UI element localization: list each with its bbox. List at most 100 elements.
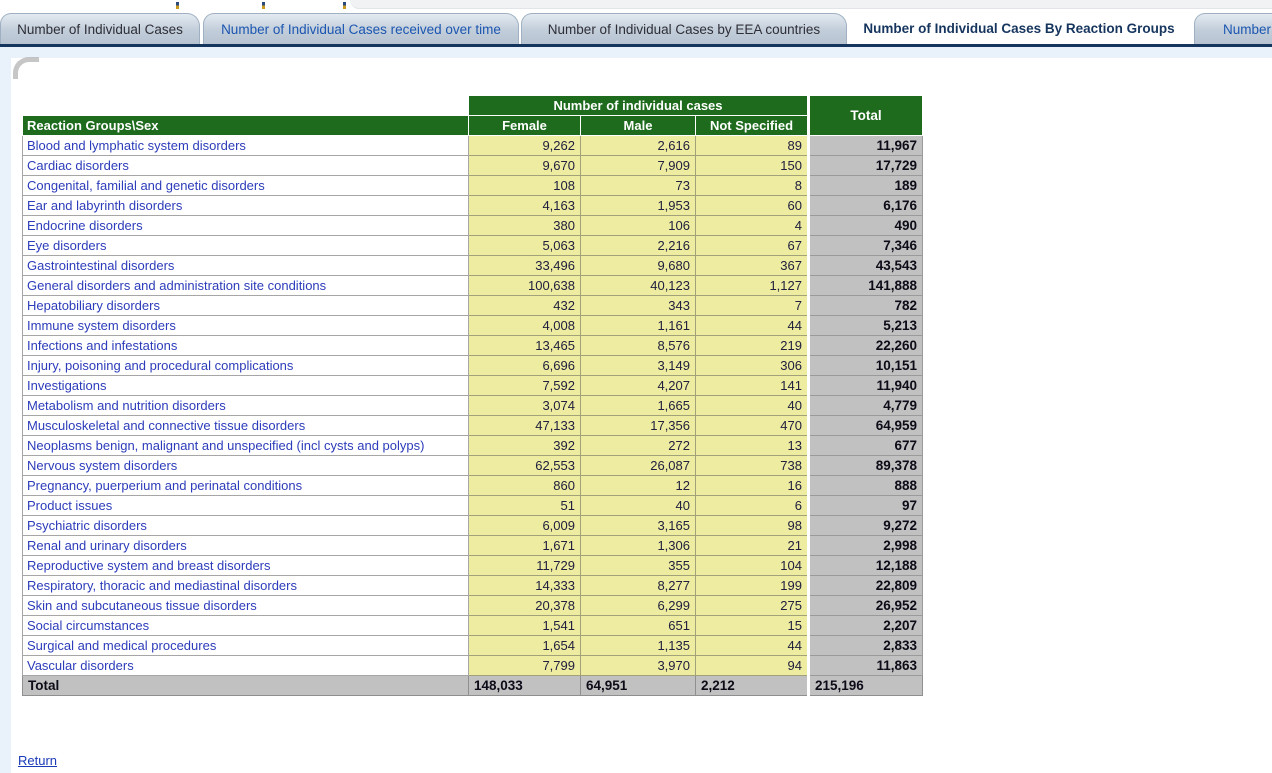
table-row: Infections and infestations 13,465 8,576… <box>22 335 923 356</box>
cell-value: 392 <box>468 435 581 456</box>
cell-total: 17,729 <box>807 155 923 176</box>
cell-value: 380 <box>468 215 581 236</box>
cell-value: 9,262 <box>468 135 581 156</box>
cell-total: 11,940 <box>807 375 923 396</box>
row-label[interactable]: Endocrine disorders <box>22 215 469 236</box>
cell-total: 97 <box>807 495 923 516</box>
cell-total: 12,188 <box>807 555 923 576</box>
total-column-header: Total <box>807 95 923 136</box>
tab-bar-underline <box>0 44 1272 47</box>
cell-value: 104 <box>695 555 809 576</box>
row-label[interactable]: Skin and subcutaneous tissue disorders <box>22 595 469 616</box>
row-label[interactable]: Neoplasms benign, malignant and unspecif… <box>22 435 469 456</box>
table-row: Social circumstances 1,541 651 15 2,207 <box>22 615 923 636</box>
row-label[interactable]: Congenital, familial and genetic disorde… <box>22 175 469 196</box>
table-row: Injury, poisoning and procedural complic… <box>22 355 923 376</box>
table-row: Gastrointestinal disorders 33,496 9,680 … <box>22 255 923 276</box>
cell-value: 8,576 <box>580 335 696 356</box>
cell-value: 73 <box>580 175 696 196</box>
cell-value: 1,161 <box>580 315 696 336</box>
row-label[interactable]: Hepatobiliary disorders <box>22 295 469 316</box>
cell-value: 21 <box>695 535 809 556</box>
table-row: Psychiatric disorders 6,009 3,165 98 9,2… <box>22 515 923 536</box>
cell-value: 1,671 <box>468 535 581 556</box>
row-label[interactable]: Gastrointestinal disorders <box>22 255 469 276</box>
row-label[interactable]: Reproductive system and breast disorders <box>22 555 469 576</box>
tab-label: Number of Individual Cases <box>17 21 183 37</box>
row-label[interactable]: Investigations <box>22 375 469 396</box>
tab-label: Number of Individual Cases received over… <box>221 21 501 37</box>
row-label[interactable]: Surgical and medical procedures <box>22 635 469 656</box>
cell-value: 1,665 <box>580 395 696 416</box>
cell-value: 367 <box>695 255 809 276</box>
cell-value: 7,909 <box>580 155 696 176</box>
row-label[interactable]: Respiratory, thoracic and mediastinal di… <box>22 575 469 596</box>
row-label[interactable]: Injury, poisoning and procedural complic… <box>22 355 469 376</box>
cell-value: 7,799 <box>468 655 581 676</box>
row-label[interactable]: Pregnancy, puerperium and perinatal cond… <box>22 475 469 496</box>
cell-value: 3,074 <box>468 395 581 416</box>
row-label[interactable]: Musculoskeletal and connective tissue di… <box>22 415 469 436</box>
cell-value: 355 <box>580 555 696 576</box>
tab-2[interactable]: Number of Individual Cases received over… <box>203 13 519 44</box>
tab-5[interactable]: Number of <box>1194 13 1272 44</box>
row-label[interactable]: Metabolism and nutrition disorders <box>22 395 469 416</box>
column-header-not-specified: Not Specified <box>695 115 809 136</box>
panel-corner-decoration <box>13 57 39 79</box>
header-spacer-cell <box>22 95 469 116</box>
row-label[interactable]: Cardiac disorders <box>22 155 469 176</box>
row-label[interactable]: Eye disorders <box>22 235 469 256</box>
artifact-mark <box>176 2 179 9</box>
row-label[interactable]: Psychiatric disorders <box>22 515 469 536</box>
row-label[interactable]: Immune system disorders <box>22 315 469 336</box>
cell-value: 3,970 <box>580 655 696 676</box>
cell-value: 1,654 <box>468 635 581 656</box>
row-label[interactable]: Product issues <box>22 495 469 516</box>
cell-value: 44 <box>695 635 809 656</box>
table-row: Product issues 51 40 6 97 <box>22 495 923 516</box>
cell-value: 306 <box>695 355 809 376</box>
tab-4[interactable]: Number of Individual Cases By Reaction G… <box>849 13 1189 44</box>
row-label[interactable]: Vascular disorders <box>22 655 469 676</box>
return-link[interactable]: Return <box>18 753 58 768</box>
row-label[interactable]: Nervous system disorders <box>22 455 469 476</box>
reaction-groups-table: Number of individual cases Total Reactio… <box>22 95 923 696</box>
tab-label: Number of Individual Cases by EEA countr… <box>547 21 821 37</box>
tab-label: Number of Individual Cases By Reaction G… <box>863 21 1175 36</box>
cell-value: 4 <box>695 215 809 236</box>
cell-value: 141 <box>695 375 809 396</box>
cell-value: 9,680 <box>580 255 696 276</box>
table-row: Blood and lymphatic system disorders 9,2… <box>22 135 923 156</box>
totals-not-specified: 2,212 <box>695 675 809 696</box>
row-label[interactable]: Ear and labyrinth disorders <box>22 195 469 216</box>
totals-row: Total 148,033 64,951 2,212 215,196 <box>22 675 923 696</box>
row-label[interactable]: Social circumstances <box>22 615 469 636</box>
cell-total: 189 <box>807 175 923 196</box>
table-row: Surgical and medical procedures 1,654 1,… <box>22 635 923 656</box>
row-label[interactable]: Infections and infestations <box>22 335 469 356</box>
column-header-female: Female <box>468 115 581 136</box>
tab-1[interactable]: Number of Individual Cases <box>0 13 200 44</box>
table-row: Vascular disorders 7,799 3,970 94 11,863 <box>22 655 923 676</box>
tab-3[interactable]: Number of Individual Cases by EEA countr… <box>521 13 847 44</box>
cell-value: 7 <box>695 295 809 316</box>
row-label[interactable]: Blood and lymphatic system disorders <box>22 135 469 156</box>
cell-value: 16 <box>695 475 809 496</box>
cell-value: 13 <box>695 435 809 456</box>
cell-value: 9,670 <box>468 155 581 176</box>
cell-value: 15 <box>695 615 809 636</box>
cell-value: 860 <box>468 475 581 496</box>
cell-value: 51 <box>468 495 581 516</box>
totals-label: Total <box>22 675 469 696</box>
cell-value: 108 <box>468 175 581 196</box>
cell-value: 738 <box>695 455 809 476</box>
cell-total: 22,809 <box>807 575 923 596</box>
cell-value: 40,123 <box>580 275 696 296</box>
row-label[interactable]: Renal and urinary disorders <box>22 535 469 556</box>
table-row: Nervous system disorders 62,553 26,087 7… <box>22 455 923 476</box>
cell-value: 5,063 <box>468 235 581 256</box>
column-group-header: Number of individual cases <box>468 95 809 116</box>
row-label[interactable]: General disorders and administration sit… <box>22 275 469 296</box>
table-row: Neoplasms benign, malignant and unspecif… <box>22 435 923 456</box>
cell-value: 62,553 <box>468 455 581 476</box>
